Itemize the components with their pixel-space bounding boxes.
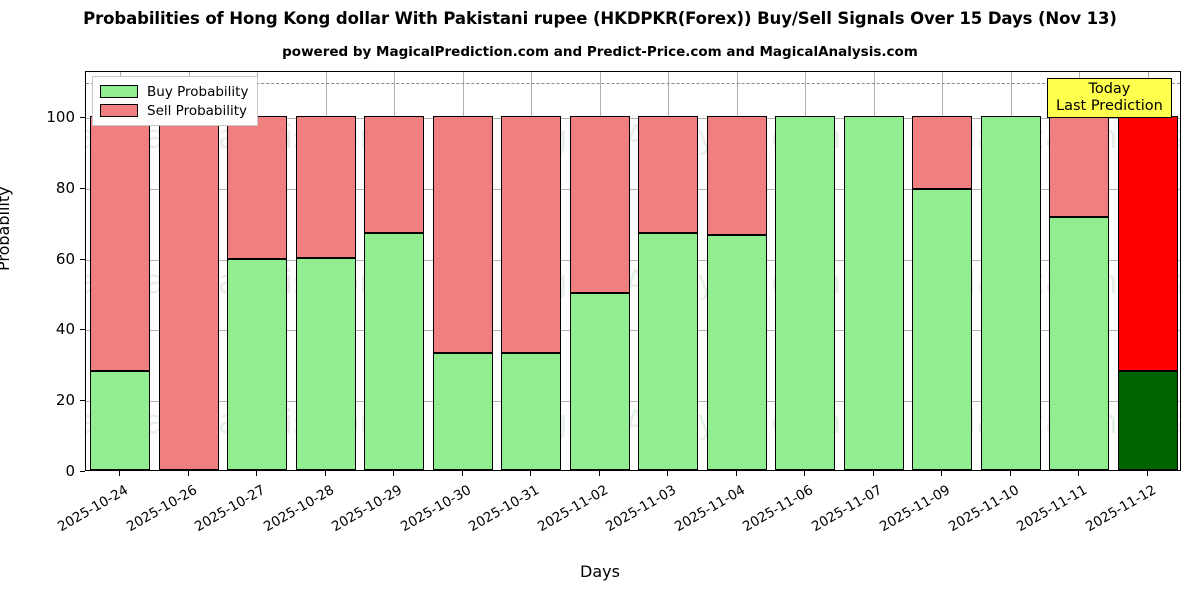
grid-line-horizontal — [86, 259, 1180, 261]
x-tick-mark — [1078, 471, 1079, 476]
bar-segment-buy[interactable] — [295, 257, 356, 470]
x-tick-mark — [873, 471, 874, 476]
x-tick-mark — [256, 471, 257, 476]
x-tick-mark — [804, 471, 805, 476]
bar-segment-sell[interactable] — [158, 116, 219, 470]
bar-segment-sell[interactable] — [1049, 116, 1110, 217]
chart-subtitle: powered by MagicalPrediction.com and Pre… — [282, 44, 918, 60]
bar-stack[interactable] — [980, 116, 1041, 470]
y-tick-mark — [80, 117, 85, 119]
bar-segment-buy[interactable] — [432, 353, 493, 470]
y-tick-label: 0 — [65, 462, 75, 480]
bar-segment-buy[interactable] — [706, 234, 767, 470]
bar-segment-sell[interactable] — [638, 116, 699, 233]
bar-segment-buy[interactable] — [843, 116, 904, 470]
legend-item-sell: Sell Probability — [100, 101, 248, 120]
bar-segment-sell[interactable] — [501, 116, 562, 354]
x-axis-label: Days — [580, 562, 620, 581]
today-annotation: Today Last Prediction — [1047, 78, 1172, 119]
bar-segment-buy[interactable] — [775, 116, 836, 470]
y-tick-mark — [80, 258, 85, 260]
x-tick-mark — [119, 471, 120, 476]
y-tick-label: 60 — [55, 249, 75, 268]
bar-segment-buy[interactable] — [638, 232, 699, 470]
y-tick-label: 80 — [55, 178, 75, 197]
bar-segment-buy[interactable] — [501, 353, 562, 470]
bar-stack[interactable] — [775, 116, 836, 470]
bar-segment-buy[interactable] — [569, 293, 630, 470]
x-tick-mark — [1147, 471, 1148, 476]
x-tick-mark — [530, 471, 531, 476]
bar-stack[interactable] — [1117, 116, 1178, 470]
today-label: Today — [1088, 81, 1131, 97]
bar-segment-sell[interactable] — [569, 116, 630, 294]
chart-legend: Buy Probability Sell Probability — [92, 76, 259, 126]
x-tick-mark — [1010, 471, 1011, 476]
bar-stack[interactable] — [912, 116, 973, 470]
bar-segment-sell[interactable] — [912, 116, 973, 189]
legend-swatch-buy — [100, 85, 138, 98]
legend-swatch-sell — [100, 104, 138, 117]
y-tick-mark — [80, 187, 85, 189]
page-title: Probabilities of Hong Kong dollar With P… — [83, 9, 1117, 28]
legend-item-buy: Buy Probability — [100, 82, 248, 101]
bar-stack[interactable] — [364, 116, 425, 470]
grid-line-horizontal — [86, 401, 1180, 403]
bar-stack[interactable] — [158, 116, 219, 470]
last-prediction-label: Last Prediction — [1056, 97, 1163, 114]
x-tick-mark — [667, 471, 668, 476]
bar-segment-buy[interactable] — [980, 116, 1041, 470]
reference-line — [86, 82, 1180, 84]
y-tick-mark — [80, 329, 85, 331]
grid-line-horizontal — [86, 330, 1180, 332]
bar-stack[interactable] — [638, 116, 699, 470]
bar-stack[interactable] — [295, 116, 356, 470]
bar-stack[interactable] — [569, 116, 630, 470]
y-tick-label: 100 — [46, 108, 75, 127]
x-tick-mark — [599, 471, 600, 476]
bar-segment-sell[interactable] — [706, 116, 767, 235]
bar-segment-sell[interactable] — [295, 116, 356, 258]
bar-series-layer — [86, 72, 1180, 470]
bar-stack[interactable] — [706, 116, 767, 470]
bar-segment-buy[interactable] — [1049, 216, 1110, 470]
y-tick-mark — [80, 400, 85, 402]
bar-stack[interactable] — [227, 116, 288, 470]
x-tick-mark — [462, 471, 463, 476]
x-tick-mark — [325, 471, 326, 476]
bar-segment-buy[interactable] — [912, 188, 973, 470]
grid-line-horizontal — [86, 118, 1180, 120]
bar-segment-sell[interactable] — [90, 116, 151, 371]
bar-stack[interactable] — [90, 116, 151, 470]
bar-segment-sell[interactable] — [227, 116, 288, 260]
bar-segment-buy[interactable] — [90, 370, 151, 470]
bar-stack[interactable] — [1049, 116, 1110, 470]
y-tick-label: 20 — [55, 391, 75, 410]
x-tick-mark — [941, 471, 942, 476]
y-axis-label: Probability — [0, 186, 13, 271]
bar-segment-sell[interactable] — [1117, 116, 1178, 371]
legend-label-buy: Buy Probability — [147, 83, 249, 100]
bar-segment-buy[interactable] — [364, 232, 425, 470]
bar-stack[interactable] — [501, 116, 562, 470]
plot-area: MagicalAnalysis.comMagicalAnalysis.comMa… — [85, 71, 1181, 471]
x-tick-mark — [736, 471, 737, 476]
y-tick-mark — [80, 471, 85, 472]
x-tick-mark — [188, 471, 189, 476]
bar-segment-sell[interactable] — [432, 116, 493, 354]
bar-segment-sell[interactable] — [364, 116, 425, 233]
legend-label-sell: Sell Probability — [147, 102, 248, 119]
y-tick-label: 40 — [55, 320, 75, 339]
grid-line-horizontal — [86, 188, 1180, 190]
bar-segment-buy[interactable] — [227, 259, 288, 470]
x-tick-mark — [393, 471, 394, 476]
bar-segment-buy[interactable] — [1117, 370, 1178, 470]
bar-stack[interactable] — [843, 116, 904, 470]
bar-stack[interactable] — [432, 116, 493, 470]
